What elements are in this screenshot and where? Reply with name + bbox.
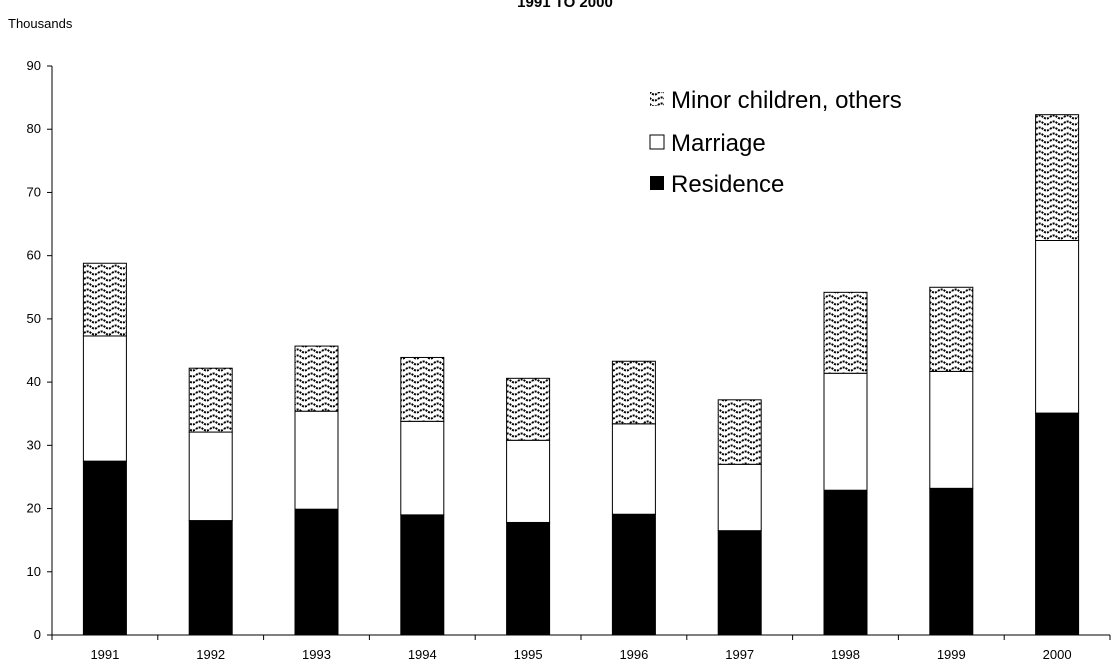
bar-segment-residence-1999 — [929, 487, 974, 636]
y-tick-label: 50 — [27, 311, 41, 326]
bar-segment-marriage-1993 — [294, 410, 339, 510]
bar-segment-marriage-1996 — [611, 423, 656, 515]
x-tick-label: 1994 — [408, 647, 437, 662]
y-tick-label: 80 — [27, 121, 41, 136]
bar-segment-marriage-1997 — [717, 463, 762, 532]
y-tick-label: 30 — [27, 437, 41, 452]
legend: Minor children, others Marriage Residenc… — [649, 87, 902, 198]
x-tick-label: 1995 — [514, 647, 543, 662]
bar-segment-residence-1996 — [611, 513, 656, 636]
legend-swatch-residence — [650, 176, 664, 190]
x-ticks: 1991 1992 1993 1994 1995 1996 1997 1998 1999 2000 — [51, 635, 1111, 662]
bar-segment-residence-1993 — [294, 508, 339, 636]
bar-segment-minor-children-others-1994 — [400, 356, 445, 422]
bar-segment-marriage-1998 — [823, 372, 868, 491]
x-tick-label: 1996 — [619, 647, 648, 662]
bar-segment-marriage-1999 — [929, 370, 974, 489]
bar-segment-marriage-1991 — [82, 335, 127, 462]
bar-segment-marriage-2000 — [1035, 239, 1080, 414]
chart-title: 1991 TO 2000 — [517, 0, 613, 11]
legend-swatch-marriage — [649, 134, 665, 150]
bar-segment-residence-1998 — [823, 489, 868, 636]
bar-segment-marriage-1992 — [188, 431, 233, 522]
bar-segment-minor-children-others-1991 — [82, 262, 127, 337]
x-tick-label: 1999 — [937, 647, 966, 662]
y-tick-label: 20 — [27, 501, 41, 516]
bar-segment-residence-1995 — [506, 521, 551, 636]
bar-segment-marriage-1995 — [506, 439, 551, 523]
bar-segment-marriage-1994 — [400, 420, 445, 516]
bar-segment-residence-2000 — [1035, 412, 1080, 636]
legend-label-minor-children: Minor children, others — [671, 87, 902, 114]
legend-label-residence: Residence — [671, 171, 784, 198]
bar-segment-minor-children-others-1996 — [611, 360, 656, 425]
bar-segment-minor-children-others-1992 — [188, 367, 233, 433]
bar-segment-residence-1992 — [188, 520, 233, 636]
bar-segment-residence-1991 — [82, 460, 127, 636]
y-tick-label: 10 — [27, 564, 41, 579]
y-tick-label: 60 — [27, 248, 41, 263]
bars — [82, 114, 1080, 636]
x-tick-label: 2000 — [1043, 647, 1072, 662]
y-tick-label: 0 — [34, 627, 41, 642]
x-tick-label: 1991 — [90, 647, 119, 662]
bar-segment-minor-children-others-1995 — [506, 377, 551, 441]
bar-segment-minor-children-others-1999 — [929, 286, 974, 372]
y-tick-label: 90 — [27, 58, 41, 73]
y-axis-label: Thousands — [8, 16, 73, 31]
x-tick-label: 1998 — [831, 647, 860, 662]
bar-segment-residence-1994 — [400, 514, 445, 636]
y-tick-label: 40 — [27, 374, 41, 389]
bar-segment-minor-children-others-1998 — [823, 291, 868, 374]
legend-label-marriage: Marriage — [671, 130, 766, 157]
y-ticks: 0 10 20 30 40 50 60 70 80 90 — [27, 58, 52, 642]
y-tick-label: 70 — [27, 184, 41, 199]
bar-segment-minor-children-others-1997 — [717, 399, 762, 465]
x-tick-label: 1997 — [725, 647, 754, 662]
x-tick-label: 1993 — [302, 647, 331, 662]
bar-segment-minor-children-others-2000 — [1035, 114, 1080, 241]
legend-swatch-minor-children — [650, 92, 664, 106]
bar-segment-minor-children-others-1993 — [294, 345, 339, 412]
bar-segment-residence-1997 — [717, 530, 762, 636]
x-tick-label: 1992 — [196, 647, 225, 662]
